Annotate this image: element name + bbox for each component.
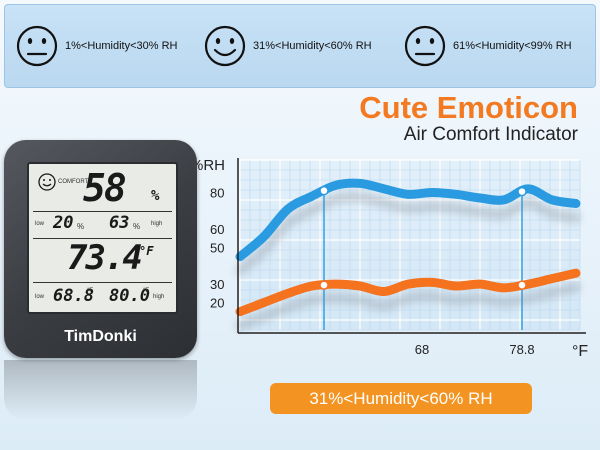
page-subtitle: Air Comfort Indicator — [403, 124, 578, 145]
low-humidity-value: 20 — [53, 213, 74, 233]
y-tick-label: 20 — [210, 296, 224, 311]
y-tick-labels: 80 60 50 30 20 — [210, 186, 224, 311]
x-axis-label: °F — [572, 343, 588, 360]
page-title: Cute Emoticon — [359, 90, 578, 125]
high-temp-value: 80.0 — [109, 286, 150, 306]
y-tick-label: 50 — [210, 241, 224, 256]
lcd-divider — [33, 211, 172, 212]
chart-guide-lines — [323, 190, 523, 330]
brand-name: TimDonki — [64, 328, 137, 345]
chart-markers — [319, 185, 527, 290]
sad-face-icon — [16, 25, 58, 67]
brand-logo: TimDonki — [4, 328, 197, 346]
temperature-value: 73.4 — [67, 238, 143, 278]
emoticon-label-wet: 61%<Humidity<99% RH — [453, 40, 572, 52]
temperature-unit: °F — [139, 244, 154, 258]
emoticon-label-comfort: 31%<Humidity<60% RH — [253, 40, 372, 52]
x-tick-label: 68 — [415, 342, 429, 357]
x-tick-labels: 68 78.8 — [415, 342, 535, 357]
comfort-face-icon — [38, 173, 56, 191]
comfort-label: COMFORT — [58, 179, 89, 185]
y-tick-label: 60 — [210, 222, 224, 237]
chart-marker — [319, 185, 329, 196]
y-tick-label: 30 — [210, 277, 224, 292]
series-shadow-1 — [235, 282, 581, 331]
device-lcd-screen: COMFORT 58 % low 20 % 63 % high 73.4 °F … — [27, 162, 178, 314]
high-humidity-label: high — [151, 221, 163, 227]
smile-face-icon — [204, 25, 246, 67]
device-reflection — [4, 360, 197, 420]
x-tick-label: 78.8 — [509, 342, 534, 357]
low-temp-value: 68.8 — [53, 286, 94, 306]
comfort-range-badge: 31%<Humidity<60% RH — [270, 383, 532, 414]
y-axis-label: %RH — [190, 157, 225, 174]
emoticon-label-dry: 1%<Humidity<30% RH — [65, 40, 178, 52]
low-humidity-label: low — [35, 221, 45, 227]
hygrometer-device: COMFORT 58 % low 20 % 63 % high 73.4 °F … — [4, 140, 197, 358]
low-temp-label: low — [35, 294, 45, 300]
main-humidity-value: 58 — [83, 166, 127, 210]
high-humidity-unit: % — [133, 222, 141, 231]
chart-marker — [517, 186, 527, 197]
series-shadow-0 — [235, 192, 581, 276]
chart-marker — [319, 280, 329, 290]
chart-line-shadows — [235, 192, 581, 331]
lcd-divider — [33, 238, 172, 239]
high-temp-unit: °F — [143, 288, 150, 294]
emoticon-bar: 1%<Humidity<30% RH 31%<Humidity<60% RH 6… — [4, 4, 596, 88]
comfort-range-label: 31%<Humidity<60% RH — [309, 388, 493, 408]
y-tick-label: 80 — [210, 186, 224, 201]
lcd-divider — [33, 282, 172, 283]
emoticon-item-comfort: 31%<Humidity<60% RH — [203, 21, 372, 71]
sad-face-icon — [404, 25, 446, 67]
main-humidity-unit: % — [151, 188, 160, 204]
emoticon-item-wet: 61%<Humidity<99% RH — [403, 21, 572, 71]
low-humidity-unit: % — [77, 222, 85, 231]
emoticon-item-dry: 1%<Humidity<30% RH — [15, 21, 178, 71]
high-humidity-value: 63 — [109, 213, 130, 233]
high-temp-label: high — [153, 294, 165, 300]
chart-marker — [517, 280, 527, 290]
low-temp-unit: °F — [87, 288, 94, 294]
